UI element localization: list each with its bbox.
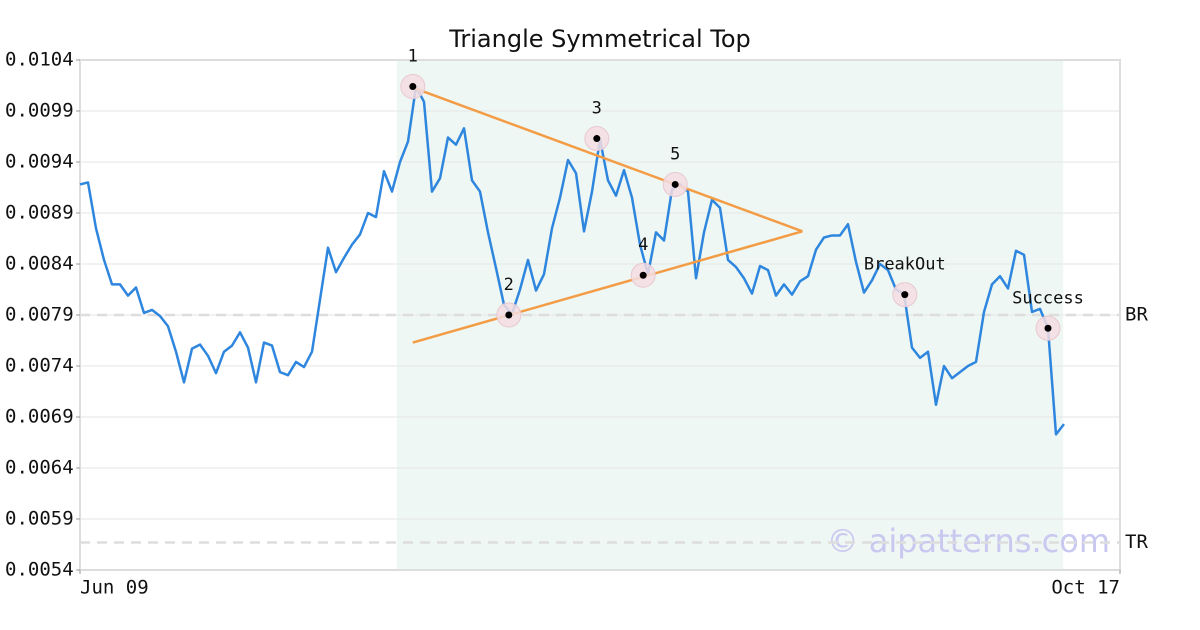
point-dot bbox=[901, 291, 909, 299]
trend-line bbox=[412, 230, 803, 344]
y-tick-label: 0.0084 bbox=[5, 253, 74, 275]
y-tick-label: 0.0099 bbox=[5, 100, 74, 122]
y-tick-label: 0.0054 bbox=[5, 559, 74, 581]
y-tick-label: 0.0094 bbox=[5, 151, 74, 173]
point-label: 2 bbox=[504, 275, 514, 295]
y-tick-label: 0.0104 bbox=[5, 49, 74, 71]
point-label: 5 bbox=[670, 144, 680, 164]
x-tick-label: Jun 09 bbox=[80, 577, 149, 599]
level-label: BR bbox=[1125, 304, 1148, 326]
chart-title: Triangle Symmetrical Top bbox=[448, 25, 751, 53]
point-dot bbox=[1044, 324, 1052, 332]
point-label: BreakOut bbox=[864, 255, 946, 275]
y-tick-label: 0.0069 bbox=[5, 406, 74, 428]
level-label: TR bbox=[1125, 531, 1148, 553]
y-tick-label: 0.0074 bbox=[5, 355, 74, 377]
point-label: 1 bbox=[408, 47, 418, 67]
y-tick-label: 0.0089 bbox=[5, 202, 74, 224]
point-label: 3 bbox=[592, 99, 602, 119]
point-label: Success bbox=[1012, 288, 1084, 308]
y-tick-label: 0.0059 bbox=[5, 508, 74, 530]
point-dot bbox=[505, 311, 513, 319]
y-tick-label: 0.0079 bbox=[5, 304, 74, 326]
point-dot bbox=[593, 135, 601, 143]
point-dot bbox=[409, 83, 417, 91]
x-tick-label: Oct 17 bbox=[1051, 577, 1120, 599]
watermark: © aipatterns.com bbox=[827, 522, 1110, 560]
point-label: 4 bbox=[638, 235, 648, 255]
point-dot bbox=[671, 180, 679, 188]
trend-line bbox=[412, 86, 803, 233]
y-tick-label: 0.0064 bbox=[5, 457, 74, 479]
point-dot bbox=[639, 271, 647, 279]
